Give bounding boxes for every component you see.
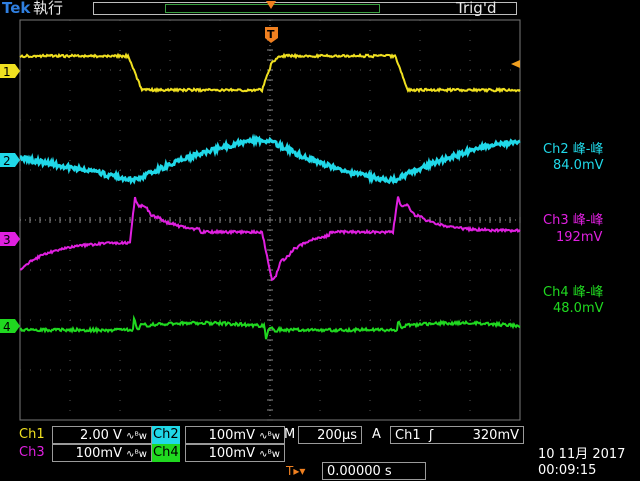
ch3-scale-value: 100mV: [76, 446, 122, 461]
ch1-marker[interactable]: 1: [0, 64, 20, 79]
ch3-label[interactable]: Ch3: [19, 444, 45, 462]
meas-ch2-name: Ch2 峰-峰: [543, 143, 603, 156]
meas-ch4-name: Ch4 峰-峰: [543, 286, 603, 299]
ch1-scale[interactable]: 2.00 V ∿ᴮw: [52, 426, 152, 444]
meas-ch2-value: 84.0mV: [553, 159, 604, 172]
ch1-bw-icon: ∿ᴮw: [126, 431, 147, 442]
ch2-scale-value: 100mV: [209, 428, 255, 443]
meas-ch3-name: Ch3 峰-峰: [543, 214, 603, 227]
trigger-settings[interactable]: Ch1 ʃ 320mV: [390, 426, 524, 444]
ch3-bw-icon: ∿ᴮw: [126, 449, 147, 460]
ch4-scale-value: 100mV: [209, 446, 255, 461]
ch2-marker-label: 2: [3, 154, 11, 168]
trigger-source: Ch1: [395, 428, 421, 443]
ch4-marker-label: 4: [3, 320, 11, 334]
timebase-label: M: [284, 426, 295, 444]
ch4-scale[interactable]: 100mV ∿ᴮw: [185, 444, 285, 462]
trigger-position-label: T: [267, 28, 275, 41]
ch4-bw-icon: ∿ᴮw: [259, 449, 280, 460]
ch4-waveform: [20, 319, 520, 340]
ch3-marker[interactable]: 3: [0, 232, 20, 247]
graticule: [20, 20, 520, 420]
time-display: 00:09:15: [538, 464, 596, 477]
horizontal-position-icon: T▸▾: [286, 462, 305, 480]
ch3-marker-label: 3: [3, 233, 11, 247]
ch2-bw-icon: ∿ᴮw: [259, 431, 280, 442]
ch1-marker-label: 1: [3, 65, 11, 79]
date-display: 10 11月 2017: [538, 448, 625, 461]
ch4-label[interactable]: Ch4: [152, 444, 180, 462]
ch1-label[interactable]: Ch1: [19, 426, 45, 444]
ch2-label[interactable]: Ch2: [152, 426, 180, 444]
trigger-mode: A: [372, 426, 381, 444]
meas-ch3-value: 192mV: [556, 231, 602, 244]
trigger-position-marker[interactable]: T: [265, 1, 278, 43]
timebase-value[interactable]: 200µs: [298, 426, 362, 444]
ch3-scale[interactable]: 100mV ∿ᴮw: [52, 444, 152, 462]
ch2-marker[interactable]: 2: [0, 153, 20, 168]
rising-edge-icon: ʃ: [429, 428, 433, 443]
trigger-level: 320mV: [473, 427, 519, 445]
meas-ch4-value: 48.0mV: [553, 302, 604, 315]
trigger-level-arrow[interactable]: [511, 60, 520, 68]
horizontal-position-value[interactable]: 0.00000 s: [322, 462, 426, 480]
ch1-scale-value: 2.00 V: [80, 428, 122, 443]
ch3-waveform: [20, 197, 520, 280]
ch2-scale[interactable]: 100mV ∿ᴮw: [185, 426, 285, 444]
ch4-marker[interactable]: 4: [0, 319, 20, 334]
